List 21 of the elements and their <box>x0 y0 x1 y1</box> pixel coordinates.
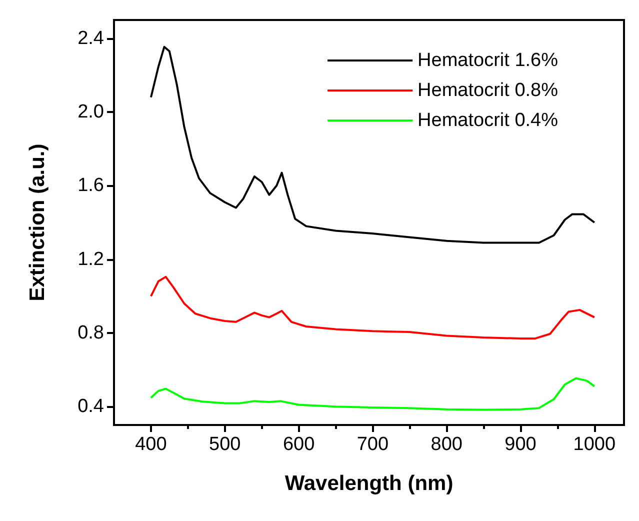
x-tick-label: 500 <box>209 434 241 455</box>
y-tick-label: 2.0 <box>78 102 104 123</box>
x-tick-label: 1000 <box>573 434 616 455</box>
y-tick-label: 1.2 <box>78 248 104 270</box>
y-axis-title: Extinction (a.u.) <box>26 144 49 302</box>
legend-label: Hematocrit 1.6% <box>418 50 558 71</box>
legend-label: Hematocrit 0.8% <box>418 80 558 101</box>
x-tick-label: 700 <box>356 434 389 455</box>
y-tick-label: 2.4 <box>78 28 104 49</box>
line-series <box>150 377 596 411</box>
y-tick-label: 1.6 <box>78 175 104 196</box>
y-tick-label: 0.8 <box>78 322 104 344</box>
legend-label: Hematocrit 0.4% <box>418 110 558 131</box>
y-tick-label: 0.4 <box>78 396 104 418</box>
line-series <box>150 46 596 244</box>
x-tick-label: 400 <box>135 434 167 455</box>
x-tick-label: 900 <box>504 434 536 455</box>
x-axis-title: Wavelength (nm) <box>284 472 454 495</box>
x-tick-label: 600 <box>282 434 315 455</box>
x-tick-label: 800 <box>430 434 462 455</box>
line-series <box>150 276 596 340</box>
